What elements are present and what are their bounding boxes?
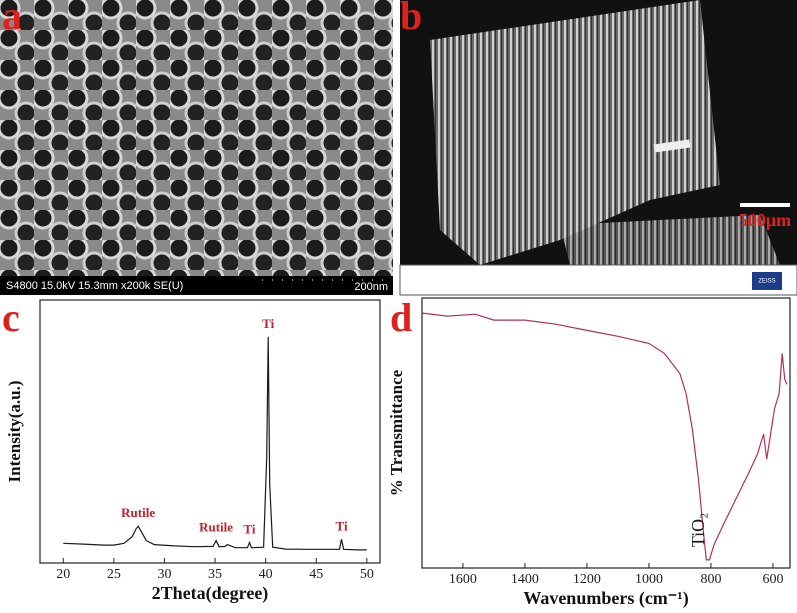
y-axis-label: % Transmittance (387, 369, 406, 496)
logo-text: ZEISS (758, 279, 775, 285)
annotation: Rutile (199, 520, 233, 535)
x-tick-label: 30 (157, 567, 171, 582)
x-tick-label: 40 (259, 567, 273, 582)
scale-label: 200nm (354, 281, 388, 293)
info-bar (399, 264, 797, 296)
annotation: TiO₂ (688, 513, 708, 548)
x-tick-label: 50 (360, 567, 374, 582)
sem-info: S4800 15.0kV 15.3mm x200k SE(U) (6, 280, 183, 292)
x-tick-label: 25 (107, 567, 121, 582)
x-tick-label: 1200 (573, 572, 601, 587)
annotation: Ti (262, 316, 274, 331)
data-line (422, 312, 788, 561)
logo (752, 272, 782, 290)
annotation: Ti (243, 521, 255, 536)
panel-letter: a (2, 0, 22, 38)
scale-label: 500μm (739, 210, 791, 230)
plot-frame (39, 299, 381, 564)
panel-a: S4800 15.0kV 15.3mm x200k SE(U) 200nm a (0, 0, 393, 295)
tube-bundle (430, 0, 720, 265)
x-axis-label: 2Theta(degree) (152, 583, 269, 604)
info-bar (0, 276, 393, 295)
x-tick-label: 800 (700, 572, 721, 587)
annotation: Ti (336, 518, 348, 533)
x-tick-label: 20 (56, 567, 70, 582)
y-axis-label: Intensity(a.u.) (5, 380, 24, 482)
panel-letter: c (2, 295, 20, 340)
x-tick-label: 1400 (511, 572, 539, 587)
panel-letter: b (400, 0, 422, 38)
x-tick-label: 600 (762, 572, 783, 587)
panel-b: 500μm ZEISS b (399, 0, 797, 296)
sem-image (0, 0, 393, 295)
x-tick-label: 45 (309, 567, 323, 582)
panel-letter: d (390, 295, 412, 340)
x-tick-label: 35 (208, 567, 222, 582)
data-line (63, 336, 367, 551)
tube-fragment (653, 139, 691, 153)
plot-frame (421, 297, 791, 569)
tube-bundle (560, 215, 780, 265)
annotation: Rutile (121, 505, 155, 520)
x-tick-label: 1600 (449, 572, 477, 587)
x-axis-label: Wavenumbers (cm⁻¹) (523, 588, 688, 608)
x-tick-label: 1000 (635, 572, 663, 587)
